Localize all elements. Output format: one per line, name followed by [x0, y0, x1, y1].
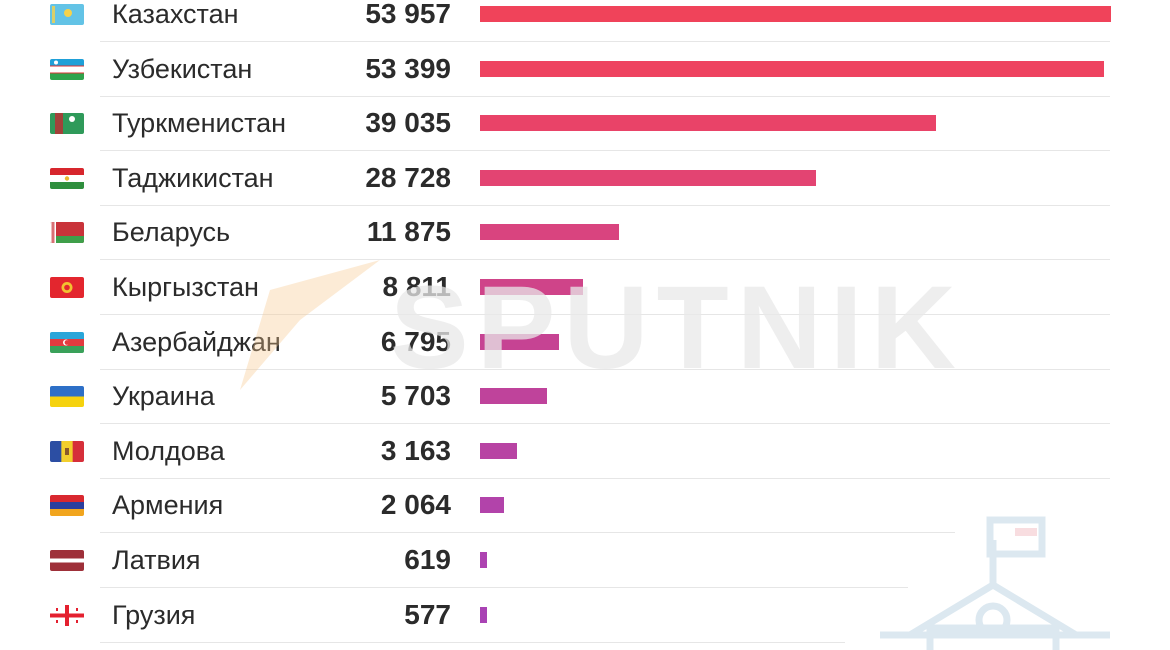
tajikistan-flag-icon: [50, 167, 84, 189]
category-label: Узбекистан: [112, 53, 253, 84]
category-label: Казахстан: [112, 0, 239, 29]
value-label: 8 811: [382, 271, 451, 302]
bar: [480, 497, 505, 514]
value-label: 6 795: [380, 325, 451, 357]
value-label: 5 703: [380, 380, 451, 412]
category-label: Молдова: [112, 435, 225, 466]
row-divider: [100, 423, 1110, 425]
bar: [480, 333, 560, 350]
bar: [480, 388, 547, 405]
kyrgyzstan-flag-icon: [50, 277, 84, 298]
bar: [480, 552, 488, 568]
row-divider: [100, 259, 1110, 261]
category-label: Таджикистан: [112, 162, 274, 193]
category-label: Беларусь: [112, 217, 231, 248]
row-divider: [100, 368, 1110, 370]
uzbekistan-flag-icon: [50, 58, 84, 80]
value-label: 11 875: [366, 216, 451, 248]
row-divider: [100, 95, 1110, 97]
bar: [480, 606, 487, 623]
bar: [480, 442, 517, 459]
row-divider: [100, 641, 845, 643]
value-label: 2 064: [380, 489, 451, 521]
category-label: Латвия: [112, 545, 201, 575]
row-divider: [100, 477, 1110, 479]
bar: [480, 115, 937, 132]
row-divider: [100, 150, 1110, 152]
value-label: 619: [404, 544, 451, 575]
row-divider: [100, 204, 1110, 206]
ukraine-flag-icon: [50, 386, 84, 408]
bar: [480, 6, 1111, 22]
value-label: 3 163: [380, 434, 451, 466]
latvia-flag-icon: [50, 550, 84, 571]
category-label: Кыргызстан: [112, 272, 259, 302]
value-label: 53 957: [365, 0, 451, 29]
category-label: Азербайджан: [112, 326, 281, 357]
armenia-flag-icon: [50, 495, 84, 517]
bar: [480, 60, 1105, 77]
bar: [480, 279, 584, 295]
category-label: Туркменистан: [112, 108, 287, 139]
value-label: 53 399: [365, 52, 451, 84]
turkmenistan-flag-icon: [50, 113, 84, 135]
value-label: 28 728: [365, 161, 451, 193]
row-divider: [100, 532, 955, 534]
moldova-flag-icon: [50, 440, 84, 462]
category-label: Украина: [112, 381, 215, 412]
value-label: 577: [404, 598, 451, 630]
value-label: 39 035: [365, 107, 451, 139]
azerbaijan-flag-icon: [50, 331, 84, 353]
bar: [480, 224, 619, 241]
kazakhstan-flag-icon: [50, 4, 84, 25]
row-divider: [100, 314, 1110, 315]
category-label: Армения: [112, 490, 224, 521]
row-divider: [100, 41, 1110, 42]
georgia-flag-icon: [50, 604, 84, 626]
row-divider: [100, 587, 908, 588]
bar: [480, 169, 816, 186]
category-label: Грузия: [112, 599, 196, 630]
belarus-flag-icon: [50, 222, 84, 244]
